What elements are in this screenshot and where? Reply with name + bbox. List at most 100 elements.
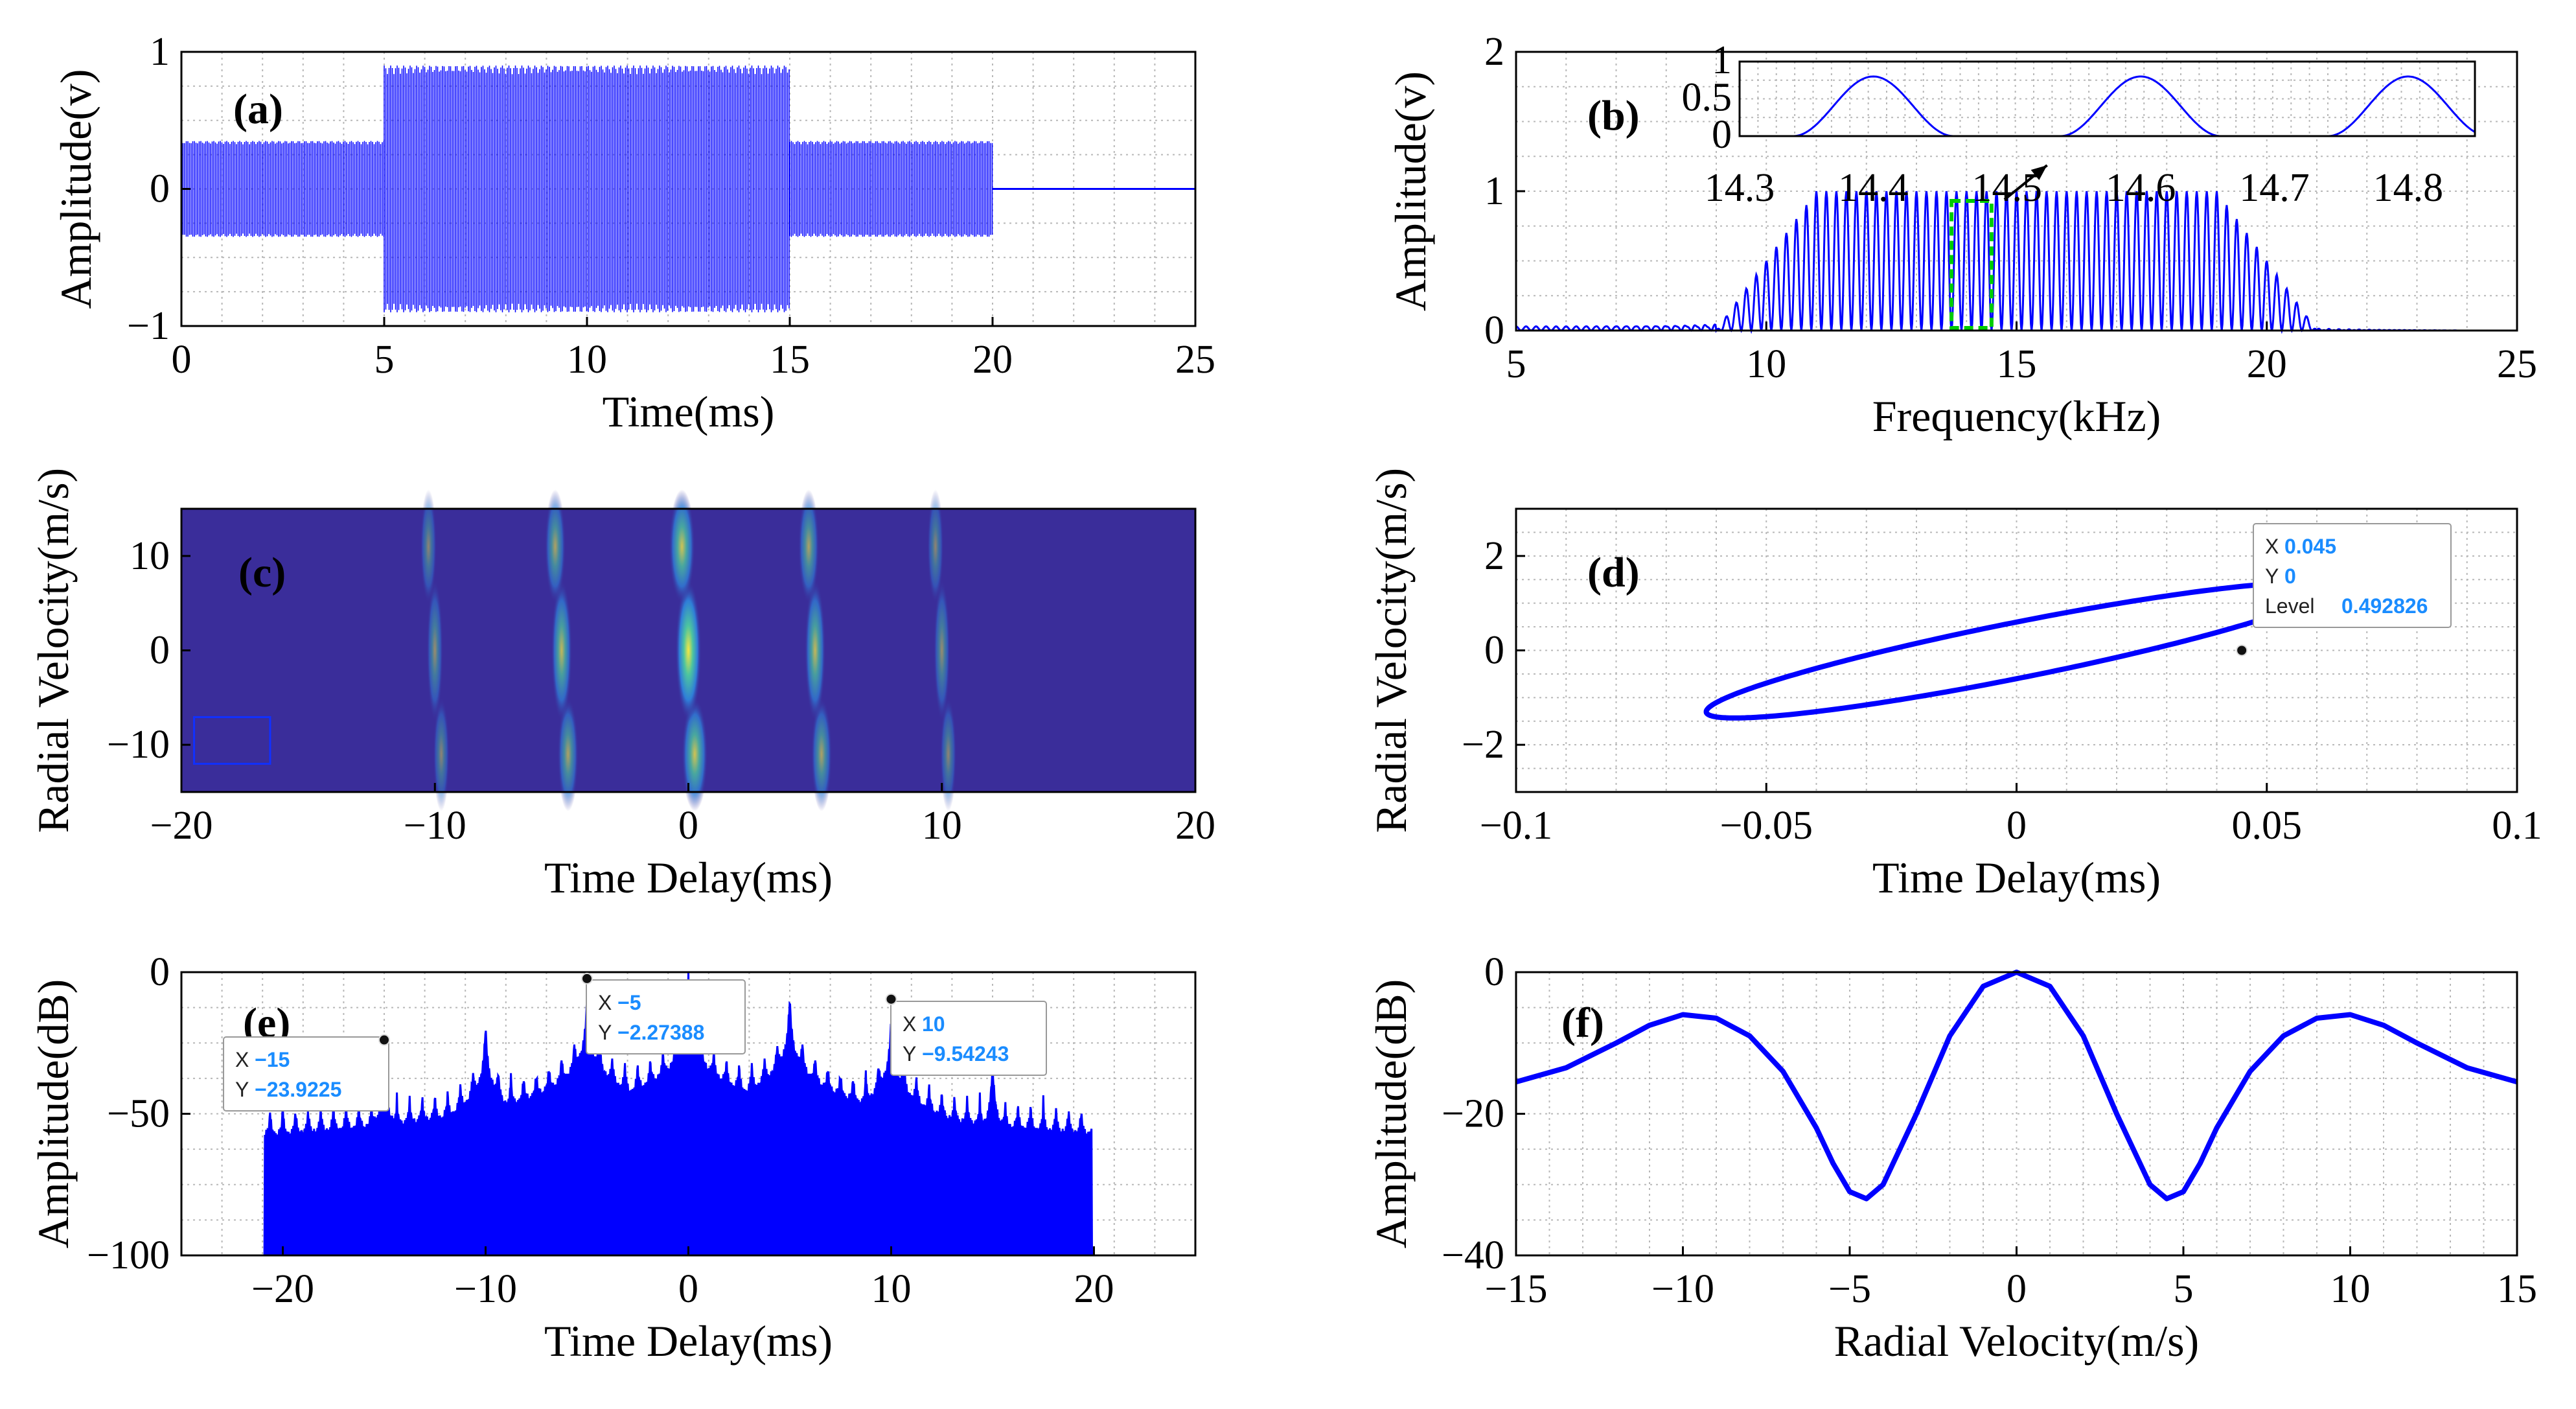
y-tick-label: 0: [1484, 629, 1504, 673]
correlation-datatip: X 10 Y −9.54243: [885, 993, 1047, 1076]
inset-box: [1738, 60, 2476, 137]
panel-label: (f): [1561, 999, 1604, 1047]
datatip-value: −2.27388: [617, 1021, 704, 1044]
datatip-key: Y: [235, 1078, 249, 1101]
x-tick-label: 0: [678, 804, 698, 848]
datatip-key: Level: [2265, 594, 2315, 618]
inset-chart: 10.50 14.3 14.4 14.5 14.6 14.7 14.8: [1682, 38, 2476, 210]
x-axis-label: Time Delay(ms): [544, 1316, 833, 1366]
y-tick-label: −2: [1462, 723, 1504, 767]
x-tick-label: 10: [1746, 342, 1786, 386]
x-tick-label: −15: [1485, 1267, 1548, 1311]
ambiguity-ridge: [934, 579, 950, 722]
panel-label: (c): [238, 549, 286, 596]
inset-x-tick-label: 14.3: [1705, 166, 1775, 210]
selection-box: [193, 716, 271, 765]
y-tick-label: 1: [150, 30, 170, 74]
ambiguity-ridge: [426, 579, 443, 722]
x-tick-label: 0: [678, 1267, 698, 1311]
x-tick-label: −20: [150, 804, 213, 848]
y-tick-label: 0: [150, 167, 170, 211]
ambiguity-ridge: [675, 579, 702, 722]
y-tick-label: 10: [130, 534, 170, 578]
x-tick-label: 25: [2497, 342, 2537, 386]
correlation-datatip: X −15 Y −23.9225: [223, 1034, 390, 1112]
ambiguity-ridge: [805, 579, 826, 722]
x-axis-label: Radial Velocity(m/s): [1834, 1316, 2199, 1366]
y-tick-label: 2: [1484, 534, 1504, 578]
datatip-box: [890, 1001, 1047, 1076]
zoom-arrow-head: [2030, 165, 2047, 180]
x-axis-label: Frequency(kHz): [1872, 391, 2161, 441]
datatip-value: −15: [255, 1048, 290, 1071]
x-tick-label: 20: [1175, 804, 1215, 848]
x-axis-label: Time(ms): [603, 387, 775, 436]
x-tick-label: 0.1: [2492, 804, 2542, 848]
datatip-value: 0.045: [2284, 535, 2336, 558]
datatip-value: −23.9225: [255, 1078, 341, 1101]
inset-y-tick-label: 0: [1712, 113, 1732, 157]
datatip-key: X: [903, 1012, 916, 1036]
datatip-value: 0: [2284, 565, 2296, 588]
ambiguity-ridge: [798, 489, 820, 604]
datatip-marker: [378, 1034, 390, 1046]
y-axis-label: Amplitude(dB): [1366, 979, 1416, 1249]
panel-c: −20 −10 0 10 20 −10 0 10 Time Delay(ms) Radial Ve…: [29, 468, 1215, 902]
x-tick-label: −10: [404, 804, 466, 848]
inset-x-tick-label: 14.5: [1972, 166, 2042, 210]
y-tick-label: 0: [150, 629, 170, 673]
x-tick-label: 10: [922, 804, 962, 848]
panel-label: (d): [1587, 549, 1640, 596]
ambiguity-ridge: [682, 697, 708, 811]
ambiguity-ridge: [420, 489, 437, 604]
y-axis-label: Amplitude(dB): [29, 979, 78, 1249]
x-tick-label: 10: [871, 1267, 912, 1311]
datatip-value: −9.54243: [922, 1042, 1009, 1065]
datatip-key: Y: [2265, 565, 2279, 588]
x-tick-label: −0.05: [1720, 804, 1813, 848]
y-tick-label: 2: [1484, 30, 1504, 74]
y-axis-label: Amplitude(v): [51, 69, 100, 309]
y-tick-label: −50: [107, 1092, 170, 1136]
x-axis-label: Time Delay(ms): [544, 853, 833, 902]
ambiguity-ridge: [940, 697, 957, 811]
y-tick-label: −10: [107, 723, 170, 767]
correlation-datatip: X −5Y −2.27388: [581, 972, 746, 1054]
datatip-value: −5: [617, 991, 641, 1014]
y-tick-label: 0: [1484, 309, 1504, 353]
inset-y-tick-label: 1: [1712, 38, 1732, 82]
panel-label: (a): [233, 86, 283, 133]
x-tick-label: 20: [2247, 342, 2287, 386]
datatip-value: 0.492826: [2341, 594, 2428, 618]
x-tick-label: 0: [2007, 1267, 2027, 1311]
datatip-value: 10: [922, 1012, 945, 1036]
datatip-marker: [885, 993, 897, 1005]
inset-x-tick-label: 14.8: [2373, 166, 2444, 210]
datatip-key: X: [2265, 535, 2279, 558]
datatip-key: Y: [903, 1042, 916, 1065]
panel-label: (b): [1587, 92, 1640, 139]
x-tick-label: −5: [1828, 1267, 1871, 1311]
y-tick-label: 0: [1484, 950, 1504, 994]
y-tick-label: −40: [1442, 1233, 1504, 1277]
x-tick-label: 10: [2330, 1267, 2371, 1311]
x-tick-label: 20: [972, 338, 1013, 382]
x-axis-label: Time Delay(ms): [1872, 853, 2161, 902]
x-tick-label: −10: [1651, 1267, 1714, 1311]
x-tick-label: 0: [172, 338, 192, 382]
ambiguity-ridge: [544, 489, 566, 604]
ambiguity-ridge: [811, 697, 833, 811]
y-tick-label: −20: [1442, 1092, 1504, 1136]
ambiguity-ridge: [927, 489, 944, 604]
y-tick-label: 0: [150, 950, 170, 994]
y-axis-label: Radial Velocity(m/s): [29, 468, 78, 833]
x-tick-label: −20: [251, 1267, 314, 1311]
y-axis-label: Radial Velocity(m/s): [1366, 468, 1416, 833]
x-tick-label: 0.05: [2232, 804, 2303, 848]
ambiguity-ridge: [433, 697, 450, 811]
